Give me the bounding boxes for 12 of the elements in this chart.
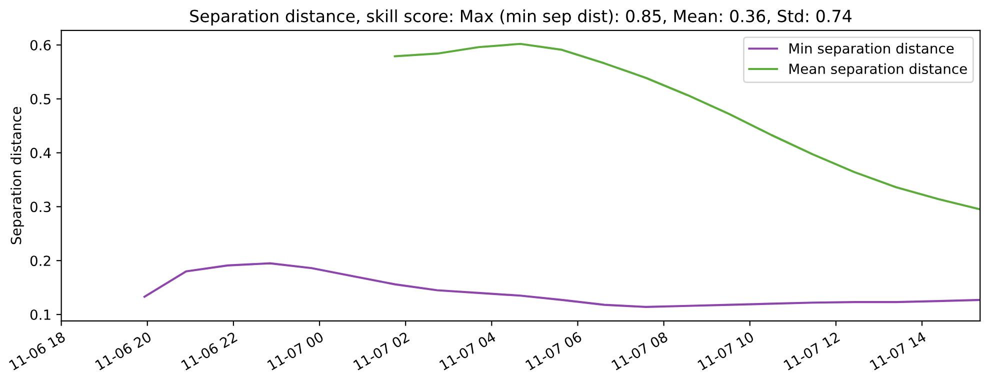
y-axis-title: Separation distance [10, 107, 24, 244]
chart-title: Separation distance, skill score: Max (min sep dist): 0.85, Mean: 0.36, Std: 0.74 [190, 9, 852, 26]
line-series [394, 42, 980, 210]
legend-label: Mean separation distance [790, 63, 967, 77]
y-tick-label: 0.3 [30, 202, 50, 212]
y-tick-label: 0.6 [30, 40, 51, 50]
legend-label: Min separation distance [790, 42, 954, 56]
y-tick-label: 0.1 [30, 309, 50, 320]
line-series [143, 262, 980, 308]
y-tick-label: 0.5 [30, 94, 50, 104]
y-tick-label: 0.2 [30, 256, 50, 266]
y-tick-label: 0.4 [30, 148, 51, 158]
